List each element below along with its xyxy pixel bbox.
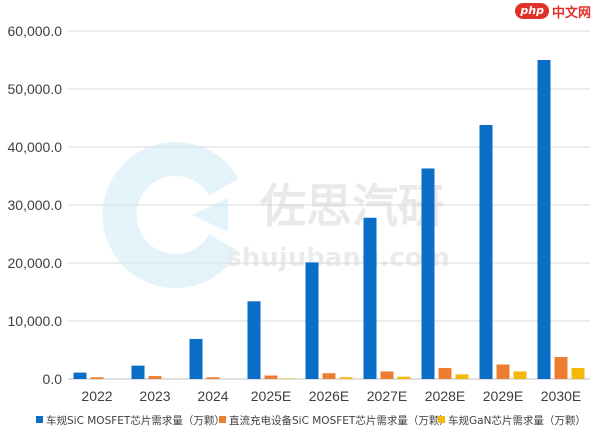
- bar-series-1: [421, 168, 435, 379]
- y-tick-label: 60,000.0: [8, 23, 63, 39]
- x-tick-label: 2023: [139, 388, 170, 404]
- bar-series-3: [571, 367, 585, 379]
- bar-series-2: [554, 356, 568, 379]
- bar-series-2: [380, 371, 394, 379]
- legend-swatch: [219, 416, 226, 423]
- bar-series-2: [496, 364, 510, 379]
- legend-swatch: [36, 416, 43, 423]
- x-tick-label: 2029E: [483, 388, 523, 404]
- x-tick-label: 2028E: [425, 388, 465, 404]
- bar-series-1: [537, 60, 551, 379]
- x-tick-label: 2027E: [367, 388, 407, 404]
- legend: 车规SiC MOSFET芯片需求量（万颗） 直流充电设备SiC MOSFET芯片需…: [36, 414, 586, 427]
- y-tick-label: 40,000.0: [8, 139, 63, 155]
- bar-series-3: [281, 378, 295, 379]
- bar-series-2: [90, 377, 104, 379]
- x-tick-label: 2025E: [251, 388, 291, 404]
- bars: [73, 60, 585, 380]
- bar-series-1: [189, 338, 203, 379]
- watermark-brand: 佐思汽研: [259, 179, 444, 233]
- site-badge: php 中文网: [515, 2, 591, 21]
- php-logo: php: [515, 3, 549, 19]
- bar-series-2: [206, 377, 220, 379]
- y-tick-label: 10,000.0: [8, 313, 63, 329]
- bar-series-3: [455, 374, 469, 379]
- bar-series-1: [247, 301, 261, 379]
- site-badge-text: 中文网: [551, 5, 591, 21]
- bar-series-1: [131, 365, 145, 379]
- legend-label: 车规GaN芯片需求量（万颗）: [448, 414, 586, 427]
- bar-series-1: [305, 262, 319, 379]
- legend-swatch: [438, 416, 445, 423]
- bar-series-1: [479, 124, 493, 380]
- y-axis-ticks: 0.0 10,000.0 20,000.0 30,000.0 40,000.0 50,00…: [8, 23, 63, 387]
- watermark-logo-arc: [102, 142, 239, 288]
- bar-series-3: [513, 371, 527, 379]
- watermark-logo-arrow: [192, 198, 228, 232]
- bar-series-2: [148, 376, 162, 379]
- bar-series-1: [73, 372, 87, 379]
- bar-series-1: [363, 217, 377, 379]
- bar-series-2: [264, 375, 278, 379]
- watermark-domain: shujubang.com: [226, 243, 449, 273]
- x-tick-label: 2024: [197, 388, 228, 404]
- legend-label: 直流充电设备SiC MOSFET芯片需求量（万颗）: [229, 414, 450, 427]
- legend-label: 车规SiC MOSFET芯片需求量（万颗）: [46, 414, 225, 427]
- bar-series-2: [438, 367, 452, 379]
- bar-series-2: [322, 373, 336, 379]
- x-tick-label: 2022: [81, 388, 112, 404]
- bar-series-3: [339, 377, 353, 379]
- x-tick-label: 2026E: [309, 388, 349, 404]
- x-axis-ticks: 2022 2023 2024 2025E 2026E 2027E 2028E 2029E 203…: [81, 388, 581, 404]
- y-tick-label: 0.0: [43, 371, 63, 387]
- x-tick-label: 2030E: [541, 388, 581, 404]
- watermark: 佐思汽研 shujubang.com: [102, 142, 450, 288]
- y-tick-label: 30,000.0: [8, 197, 63, 213]
- bar-series-3: [397, 376, 411, 379]
- y-tick-label: 50,000.0: [8, 81, 63, 97]
- y-tick-label: 20,000.0: [8, 255, 63, 271]
